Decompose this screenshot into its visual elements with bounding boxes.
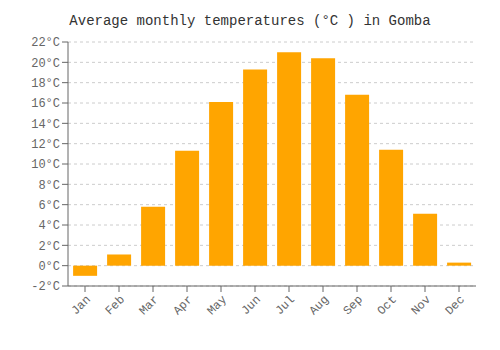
svg-text:2°C: 2°C xyxy=(38,240,60,254)
svg-text:Apr: Apr xyxy=(171,293,196,318)
svg-text:4°C: 4°C xyxy=(38,219,60,233)
svg-text:14°C: 14°C xyxy=(31,118,60,132)
svg-text:Aug: Aug xyxy=(307,293,332,318)
svg-text:Nov: Nov xyxy=(409,293,434,318)
svg-text:12°C: 12°C xyxy=(31,138,60,152)
svg-text:Jul: Jul xyxy=(273,293,298,318)
svg-text:May: May xyxy=(205,293,230,318)
html-text:Average monthly temperatures (: Average monthly temperatures (°C ) in Go… xyxy=(69,13,431,29)
svg-text:8°C: 8°C xyxy=(38,179,60,193)
svg-text:20°C: 20°C xyxy=(31,57,60,71)
svg-text:Feb: Feb xyxy=(103,293,128,318)
svg-text:Mar: Mar xyxy=(137,293,162,318)
svg-text:18°C: 18°C xyxy=(31,77,60,91)
svg-text:Jun: Jun xyxy=(239,293,264,318)
svg-text:22°C: 22°C xyxy=(31,36,60,50)
svg-text:-2°C: -2°C xyxy=(31,280,60,294)
svg-text:16°C: 16°C xyxy=(31,97,60,111)
svg-text:Oct: Oct xyxy=(375,293,400,318)
svg-text:Sep: Sep xyxy=(341,293,366,318)
svg-text:6°C: 6°C xyxy=(38,199,60,213)
svg-text:10°C: 10°C xyxy=(31,158,60,172)
svg-text:0°C: 0°C xyxy=(38,260,60,274)
svg-text:Dec: Dec xyxy=(443,293,468,318)
svg-text:Jan: Jan xyxy=(69,293,94,318)
